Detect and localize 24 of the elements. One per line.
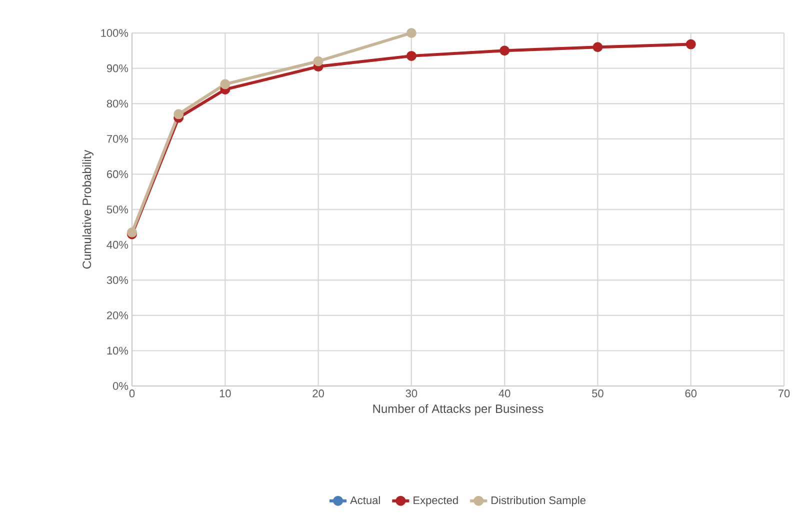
y-tick-label: 10% xyxy=(107,346,128,355)
legend-label: Distribution Sample xyxy=(492,496,586,506)
y-tick-label: 20% xyxy=(107,312,128,320)
x-tick-label: 50 xyxy=(592,390,604,398)
y-tick-label: 40% xyxy=(106,240,128,249)
y-tick-label: 90% xyxy=(106,64,128,72)
x-tick-label: 10 xyxy=(220,390,231,398)
x-tick-label: 70 xyxy=(778,390,790,398)
x-tick-label: 20 xyxy=(312,390,324,398)
legend-label: Actual xyxy=(350,496,380,504)
y-tick-label: 80% xyxy=(106,100,128,108)
x-tick-label: 30 xyxy=(406,390,418,398)
x-tick-label: 40 xyxy=(498,390,510,398)
y-tick-label: 30% xyxy=(106,276,128,284)
legend-label: Expected xyxy=(414,496,458,506)
y-axis-title: Cumulative Probability xyxy=(82,150,94,269)
y-tick-label: 50% xyxy=(106,206,128,214)
y-tick-label: 0% xyxy=(113,382,128,390)
x-axis-title: Number of Attacks per Business xyxy=(373,404,544,416)
y-tick-label: 60% xyxy=(107,170,128,178)
y-tick-label: 70% xyxy=(107,135,128,143)
x-tick-label: 0 xyxy=(129,390,135,398)
y-tick-label: 100% xyxy=(101,29,128,37)
x-tick-label: 60 xyxy=(685,390,697,398)
